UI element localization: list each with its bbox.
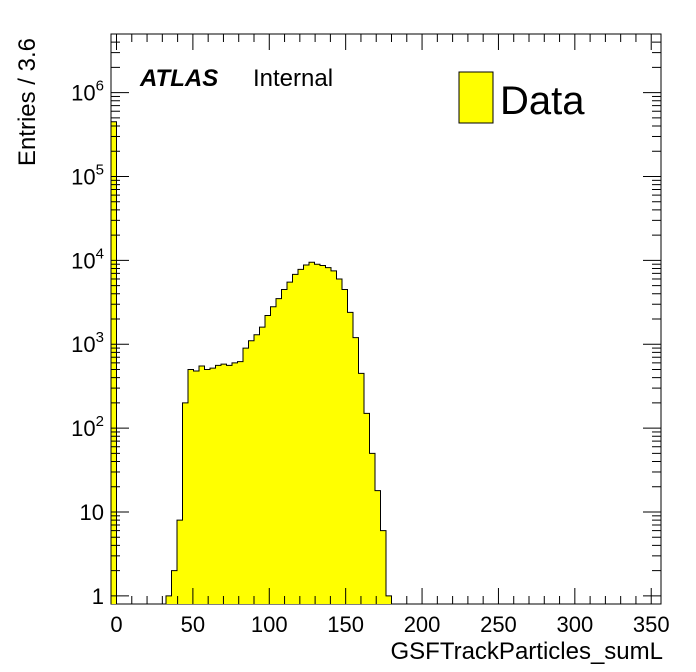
histogram-bin	[386, 595, 392, 604]
histogram-outline	[110, 121, 392, 605]
histogram-bin	[320, 265, 326, 604]
internal-label: Internal	[253, 65, 333, 92]
histogram-bin	[232, 362, 238, 604]
histogram-bin	[215, 365, 221, 604]
histogram-bin	[226, 365, 232, 604]
histogram-bin	[204, 369, 210, 604]
histogram-bin	[270, 306, 276, 604]
histogram-bin	[375, 490, 381, 604]
y-tick-label: 105	[71, 162, 104, 190]
histogram-bin	[353, 337, 359, 604]
y-tick-label: 106	[71, 78, 104, 106]
x-tick-label: 100	[251, 612, 288, 637]
histogram-bin	[243, 348, 249, 604]
histogram-bin	[166, 595, 172, 604]
histogram-bin	[331, 270, 337, 604]
atlas-label: ATLAS	[139, 65, 218, 92]
y-tick-label: 104	[71, 245, 104, 273]
x-tick-label: 250	[480, 612, 517, 637]
x-tick-label: 150	[327, 612, 364, 637]
y-tick-label: 1	[92, 584, 104, 609]
legend-swatch	[458, 71, 494, 124]
histogram-bin	[364, 413, 370, 604]
legend-label: Data	[500, 79, 585, 123]
x-tick-label: 0	[110, 612, 122, 637]
histogram-bin	[336, 278, 342, 604]
x-tick-label: 50	[181, 612, 205, 637]
x-tick-label: 350	[633, 612, 670, 637]
histogram-bin	[287, 282, 293, 604]
histogram-bin	[254, 334, 260, 604]
y-tick-label: 10	[80, 500, 104, 525]
histogram-bin	[265, 315, 271, 604]
x-axis-ticks	[116, 34, 652, 604]
histogram-bin	[292, 274, 298, 604]
histogram-bin	[259, 327, 265, 604]
histogram-bin	[182, 402, 188, 604]
histogram-bin	[298, 269, 304, 604]
histogram-bin	[325, 267, 331, 604]
histogram-bin	[199, 366, 205, 604]
histogram-bin	[342, 289, 348, 604]
histogram-bin	[210, 368, 216, 604]
histogram-bin	[347, 312, 353, 604]
x-axis-title: GSFTrackParticles_sumL	[390, 638, 663, 665]
histogram-bin	[248, 340, 254, 604]
histogram-bin	[314, 264, 320, 604]
histogram-bars	[111, 121, 392, 605]
histogram-bin	[221, 364, 227, 604]
histogram-bin	[237, 361, 243, 604]
y-tick-label: 103	[71, 329, 104, 357]
histogram-bin	[303, 265, 309, 604]
x-axis-tick-labels: 0 50 100 150 200 250 300 350	[110, 612, 669, 637]
histogram-bin	[276, 298, 282, 604]
x-tick-label: 300	[556, 612, 593, 637]
y-axis-title: Entries / 3.6	[14, 38, 41, 166]
histogram-bin	[309, 262, 315, 604]
histogram-bin	[171, 570, 177, 604]
x-tick-label: 200	[404, 612, 441, 637]
histogram-bin	[193, 370, 199, 604]
histogram-bin	[369, 453, 375, 604]
histogram-bin	[358, 373, 364, 604]
histogram-bin	[380, 530, 386, 604]
histogram-bin	[188, 369, 194, 604]
y-axis-ticks	[111, 33, 661, 597]
histogram-bin	[281, 289, 287, 604]
y-axis-tick-labels: 1 10 102 103 104 105 106	[71, 78, 104, 609]
y-tick-label: 102	[71, 413, 104, 441]
histogram-bin	[177, 520, 183, 604]
